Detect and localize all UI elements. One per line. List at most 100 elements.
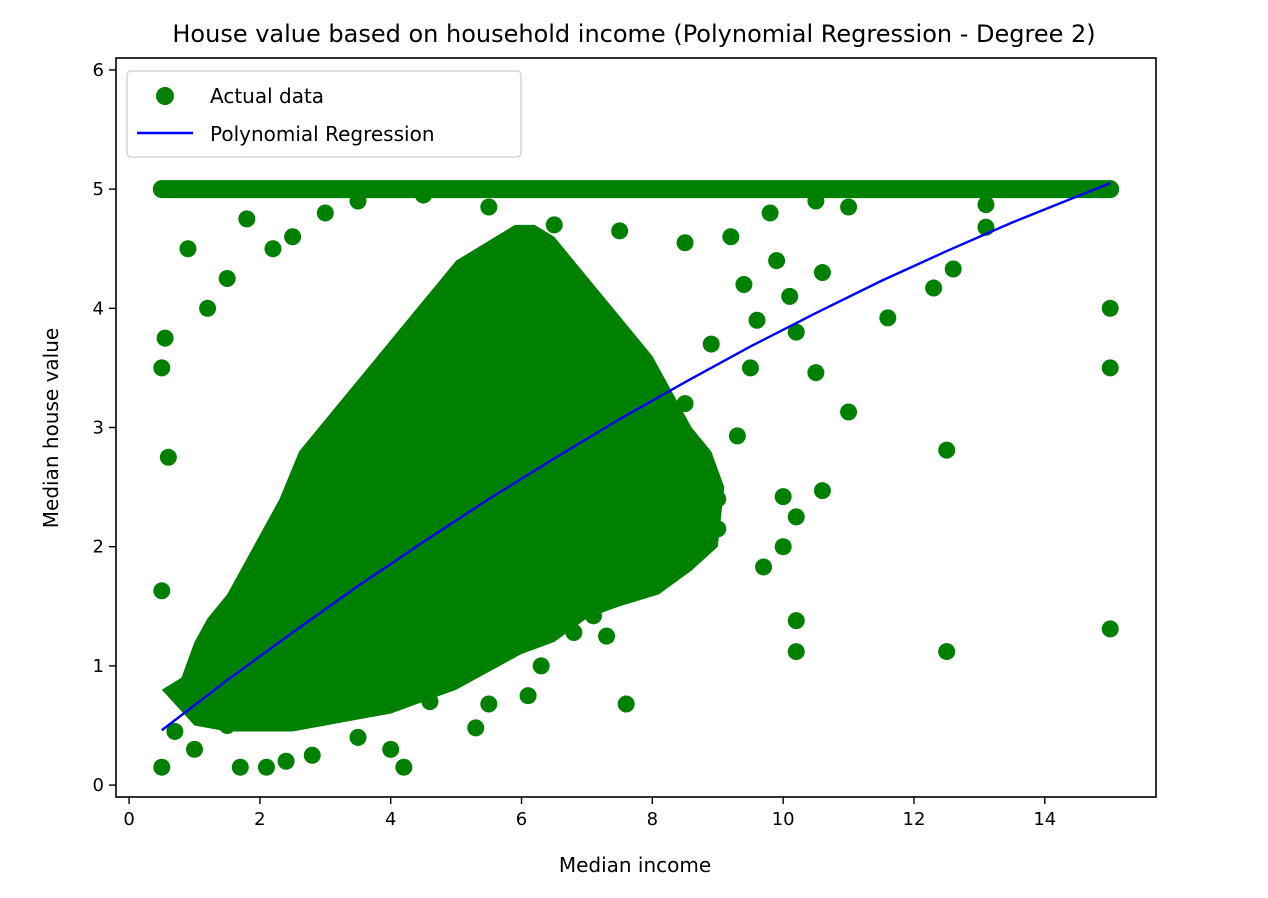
scatter-point <box>166 722 184 740</box>
y-axis-label: Median house value <box>39 328 63 528</box>
scatter-point <box>316 204 334 222</box>
scatter-point <box>179 240 197 258</box>
scatter-point <box>643 508 661 526</box>
scatter-point <box>414 186 432 204</box>
y-tick-label: 6 <box>93 60 104 81</box>
scatter-point <box>159 448 177 466</box>
legend-label-polynomial-regression: Polynomial Regression <box>210 122 435 146</box>
scatter-point <box>218 716 236 734</box>
scatter-point <box>977 196 995 214</box>
legend: Actual data Polynomial Regression <box>126 70 522 158</box>
scatter-point <box>153 582 171 600</box>
x-tick-label: 14 <box>1033 809 1056 830</box>
x-tick-label: 8 <box>647 809 658 830</box>
scatter-layer <box>152 180 1120 776</box>
scatter-point <box>153 758 171 776</box>
scatter-point <box>683 508 701 526</box>
scatter-point <box>257 758 275 776</box>
y-axis: 0 1 2 3 4 5 6 <box>93 60 116 796</box>
scatter-point <box>480 198 498 216</box>
scatter-point <box>925 279 943 297</box>
scatter-point <box>774 538 792 556</box>
scatter-point <box>156 329 174 347</box>
scatter-point <box>264 240 282 258</box>
scatter-point <box>584 607 602 625</box>
scatter-point <box>709 490 727 508</box>
x-tick-label: 0 <box>123 809 134 830</box>
scatter-point <box>676 234 694 252</box>
scatter-point <box>1101 299 1119 317</box>
scatter-point <box>231 758 249 776</box>
scatter-point <box>395 758 413 776</box>
line-layer <box>161 182 1111 732</box>
y-tick-label: 3 <box>93 418 104 439</box>
scatter-point <box>480 695 498 713</box>
scatter-point <box>702 335 720 353</box>
legend-marker-actual-data <box>156 87 174 105</box>
scatter-point <box>545 216 563 234</box>
scatter-cloud <box>161 224 725 732</box>
scatter-point <box>840 198 858 216</box>
scatter-point <box>284 228 302 246</box>
legend-label-actual-data: Actual data <box>210 84 324 108</box>
scatter-point <box>421 693 439 711</box>
scatter-point <box>199 705 217 723</box>
scatter-point <box>728 427 746 445</box>
scatter-point <box>611 222 629 240</box>
scatter-point <box>1101 359 1119 377</box>
scatter-point <box>938 643 956 661</box>
scatter-point <box>199 299 217 317</box>
scatter-point <box>1101 620 1119 638</box>
scatter-point <box>807 364 825 382</box>
regression-line <box>161 182 1111 732</box>
scatter-point <box>519 687 537 705</box>
scatter-point <box>624 567 642 585</box>
scatter-point <box>218 270 236 288</box>
scatter-point <box>741 359 759 377</box>
scatter-point <box>532 657 550 675</box>
scatter-point <box>768 252 786 270</box>
scatter-point <box>670 550 688 568</box>
scatter-point <box>787 643 805 661</box>
x-tick-label: 10 <box>772 809 795 830</box>
scatter-point <box>787 612 805 630</box>
x-tick-label: 2 <box>254 809 265 830</box>
scatter-point <box>696 504 714 522</box>
scatter-point <box>630 544 648 562</box>
x-tick-label: 4 <box>385 809 396 830</box>
scatter-point <box>598 627 616 645</box>
scatter-point <box>277 752 295 770</box>
scatter-point <box>238 210 256 228</box>
scatter-point <box>781 287 799 305</box>
legend-box <box>126 70 522 158</box>
scatter-point <box>813 264 831 282</box>
y-tick-label: 1 <box>93 656 104 677</box>
y-tick-label: 0 <box>93 775 104 796</box>
scatter-point <box>185 740 203 758</box>
scatter-point <box>303 746 321 764</box>
scatter-point <box>467 719 485 737</box>
scatter-point <box>709 520 727 538</box>
scatter-point <box>813 482 831 500</box>
scatter-point <box>938 441 956 459</box>
scatter-point <box>787 508 805 526</box>
chart-title: House value based on household income (P… <box>172 20 1095 48</box>
scatter-point <box>735 275 753 293</box>
scatter-point <box>153 359 171 377</box>
y-tick-label: 2 <box>93 537 104 558</box>
scatter-point <box>656 478 674 496</box>
y-tick-label: 4 <box>93 298 104 319</box>
scatter-point <box>676 395 694 413</box>
x-axis-label: Median income <box>559 853 711 877</box>
scatter-point <box>840 403 858 421</box>
y-tick-label: 5 <box>93 179 104 200</box>
x-axis: 0 2 4 6 8 10 12 14 <box>123 797 1056 830</box>
scatter-point <box>787 323 805 341</box>
scatter-point <box>349 728 367 746</box>
scatter-point <box>349 192 367 210</box>
scatter-point <box>944 260 962 278</box>
scatter-point <box>382 740 400 758</box>
plot-layer <box>152 180 1120 776</box>
scatter-point <box>722 228 740 246</box>
